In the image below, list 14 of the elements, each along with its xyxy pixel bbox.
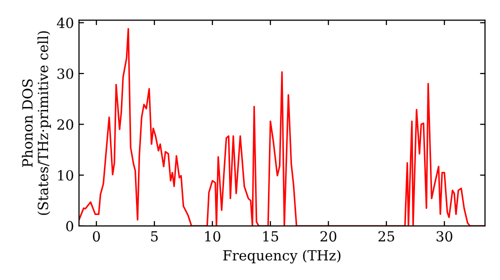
y-tick-label: 0: [66, 220, 74, 232]
x-tick-label: 20: [320, 231, 336, 242]
x-tick-label: 5: [151, 231, 158, 242]
x-tick-label: 30: [436, 231, 452, 242]
x-tick-label: 0: [92, 231, 100, 242]
y-tick-label: 20: [57, 119, 74, 130]
y-tick-label: 10: [58, 170, 74, 181]
x-axis-title: Frequency (THz): [223, 250, 340, 264]
y-axis-title: Phonon DOS (States/THz·primitive cell): [22, 31, 51, 215]
x-tick-label: 10: [205, 231, 220, 242]
y-tick-label: 30: [58, 68, 74, 79]
x-tick-label: 15: [263, 231, 278, 242]
y-tick-label: 40: [56, 18, 74, 28]
x-tick-label: 25: [378, 231, 394, 242]
